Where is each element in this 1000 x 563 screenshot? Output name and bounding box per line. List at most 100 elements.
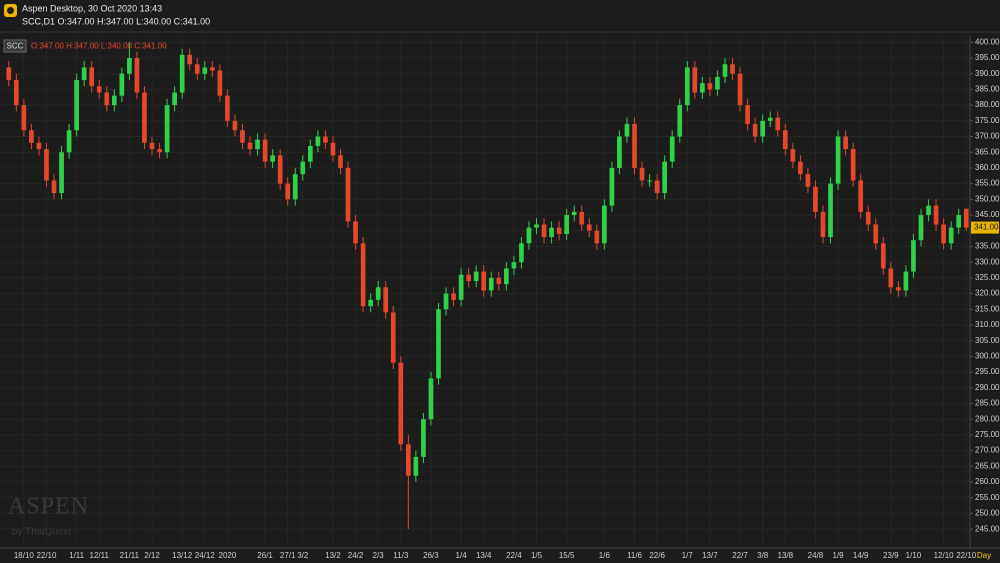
candle-body [225,95,230,121]
y-tick-label: 330.00 [975,257,1000,266]
candle-body [6,67,12,80]
candle-body [617,136,622,168]
candle-body [164,105,170,153]
y-tick-label: 270.00 [975,446,1000,455]
symbol-line: SCC,D1 O:347.00 H:347.00 L:340.00 C:341.… [22,16,210,26]
x-tick-label: 15/5 [559,551,575,560]
y-tick-label: 345.00 [975,210,1000,219]
candle-body [586,224,592,231]
y-tick-label: 360.00 [975,163,1000,172]
candle-body [896,287,901,291]
candle-body [119,73,125,96]
y-tick-label: 275.00 [975,430,1000,439]
x-tick-label: 1/11 [69,551,85,560]
y-tick-label: 295.00 [975,367,1000,376]
x-tick-label: 13/2 [325,551,341,560]
candle-body [850,149,856,181]
candle-body [722,64,728,77]
candle-body [300,161,306,175]
candle-body [428,378,434,420]
candle-body [496,277,502,285]
x-tick-label: 23/9 [883,551,899,560]
y-tick-label: 255.00 [975,493,1000,502]
candle-body [767,117,773,121]
candle-body [255,139,260,150]
candle-body [262,139,268,162]
candle-body [873,224,879,244]
candle-body [880,243,886,269]
candle-body [247,142,253,150]
y-tick-label: 305.00 [975,336,1000,345]
candle-body [782,130,788,150]
candle-body [926,205,931,216]
candle-body [172,92,177,106]
y-tick-label: 375.00 [975,116,1000,125]
candle-body [700,83,705,93]
candle-body [187,54,193,65]
y-tick-label: 300.00 [975,352,1000,361]
candle-body [579,211,585,225]
candle-body [59,152,64,194]
x-tick-label: 13/4 [476,551,492,560]
grid [0,36,970,548]
y-tick-label: 285.00 [975,399,1000,408]
candle-body [715,76,720,90]
candle-body [81,67,87,80]
candle-body [21,105,27,131]
y-tick-label: 315.00 [975,304,1000,313]
x-tick-label: 24/12 [195,551,216,560]
candle-body [654,180,660,194]
candle-body [692,67,698,93]
candle-body [51,180,57,194]
candle-body [149,142,155,150]
candle-body [775,117,781,131]
y-tick-label: 385.00 [975,85,1000,94]
candle-body [684,67,690,106]
candle-body [865,211,871,225]
y-tick-label: 320.00 [975,289,1000,298]
candle-body [903,271,909,291]
candle-body [436,309,441,379]
x-tick-label: 24/2 [348,551,364,560]
candle-body [458,274,464,300]
app-line: Aspen Desktop, 30 Oct 2020 13:43 [22,3,162,13]
y-tick-label: 370.00 [975,132,1000,141]
x-tick-label: 18/10 [14,551,35,560]
legend-symbol: SCC [7,42,24,51]
candle-body [828,183,833,238]
candle-body [534,224,539,228]
x-tick-label: 27/1 [280,551,296,560]
candle-body [353,221,358,244]
x-tick-label: 13/12 [172,551,193,560]
y-tick-label: 365.00 [975,147,1000,156]
candle-body [948,227,954,244]
candle-body [488,277,494,291]
candle-body [466,274,471,282]
x-tick-label: 2020 [219,551,237,560]
x-tick-label: 22/10 [956,551,977,560]
candle-body [179,54,185,93]
candle-body [96,86,102,93]
candle-body [843,136,848,150]
candle-body [338,155,343,168]
candle-body [157,149,162,153]
candle-body [647,180,652,182]
x-tick-label: 13/8 [778,551,794,560]
candle-body [639,167,645,181]
x-tick-label: 3/8 [757,551,769,560]
candle-body [134,57,140,93]
candle-body [66,130,72,153]
candle-body [737,73,743,106]
last-price-label: 341.00 [974,223,999,232]
candle-body [232,120,238,131]
candle-body [745,105,750,124]
y-tick-label: 250.00 [975,509,1000,518]
x-tick-label: 26/3 [423,551,439,560]
y-tick-label: 335.00 [975,242,1000,251]
legend-symbol-box [3,39,27,53]
candle-body [511,262,517,269]
candle-body [707,83,713,90]
x-tick-label: 21/11 [120,551,140,560]
y-tick-label: 400.00 [975,37,1000,46]
